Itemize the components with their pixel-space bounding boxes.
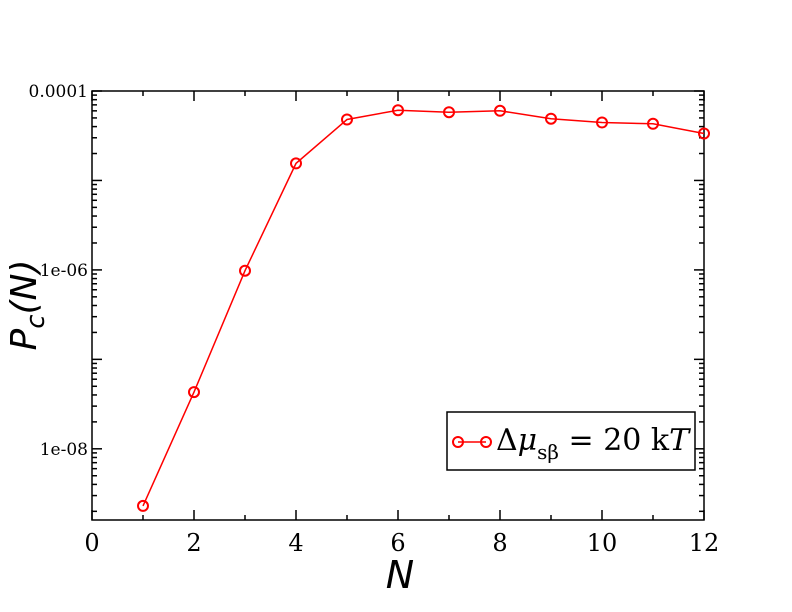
data-point	[545, 112, 557, 125]
x-tick-label: 8	[492, 529, 507, 557]
legend-marker-right	[480, 436, 492, 448]
legend-label: Δμsβ = 20 kT	[496, 423, 691, 464]
series-line	[142, 109, 705, 507]
data-point	[341, 113, 353, 126]
data-point	[596, 116, 608, 129]
data-point	[188, 386, 200, 399]
x-tick-label: 4	[288, 529, 303, 557]
legend: Δμsβ = 20 kT	[446, 411, 696, 471]
y-axis-label-main: P	[4, 329, 45, 351]
x-tick-label: 12	[689, 529, 720, 557]
data-point	[239, 264, 251, 277]
data-point	[443, 106, 455, 119]
x-tick-label: 6	[390, 529, 405, 557]
legend-label-sub: sβ	[537, 440, 559, 464]
y-axis-label: Pc(N)	[4, 259, 51, 350]
legend-marker-left	[452, 436, 464, 448]
x-tick-label: 0	[84, 529, 99, 557]
data-point	[137, 499, 149, 512]
legend-box	[446, 411, 696, 471]
x-axis-label: N	[386, 553, 414, 597]
x-tick-label: 2	[186, 529, 201, 557]
legend-label-mu: μ	[518, 423, 538, 458]
data-point	[392, 104, 404, 117]
legend-label-delta: Δ	[496, 423, 518, 458]
x-axis: 0 2 4 6 8 10 12	[84, 91, 719, 557]
series-layer	[137, 104, 710, 512]
data-point	[494, 104, 506, 117]
legend-label-rest: = 20 k	[559, 423, 670, 458]
y-axis-label-rest: (N)	[4, 259, 45, 314]
y-tick-label: 1e-06	[40, 261, 88, 281]
y-axis: 1e-08 1e-06 0.0001	[29, 82, 704, 513]
data-point	[647, 117, 659, 130]
y-tick-label: 0.0001	[29, 82, 88, 102]
y-tick-label: 1e-08	[40, 440, 88, 460]
x-tick-label: 10	[587, 529, 618, 557]
y-axis-label-sub: c	[21, 315, 51, 329]
legend-label-t: T	[669, 423, 691, 458]
data-point	[290, 157, 302, 170]
data-point	[698, 127, 710, 140]
